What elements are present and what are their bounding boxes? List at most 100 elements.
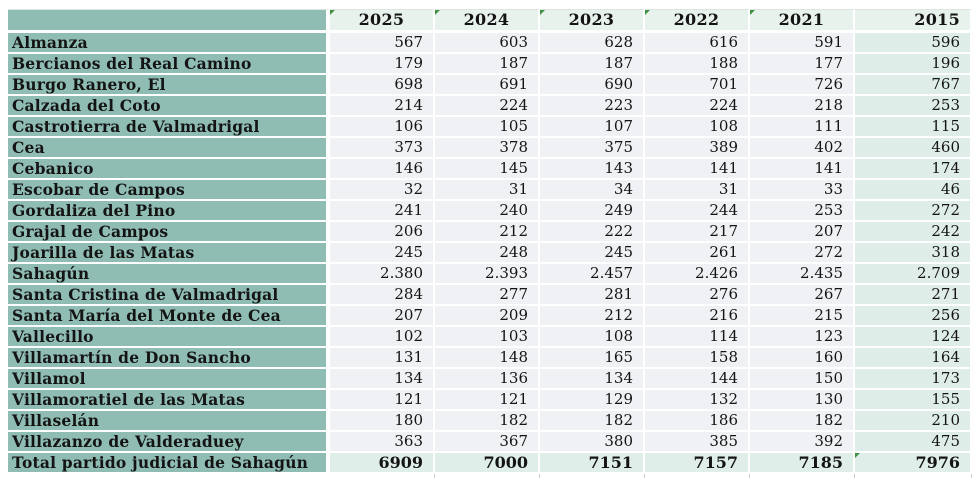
population-cell[interactable]: 134 (330, 369, 435, 390)
population-cell[interactable]: 726 (750, 75, 855, 96)
population-cell[interactable]: 591 (750, 33, 855, 54)
population-cell[interactable]: 277 (435, 285, 540, 306)
population-cell[interactable]: 767 (855, 75, 972, 96)
population-cell[interactable]: 108 (540, 327, 645, 348)
population-cell[interactable]: 378 (435, 138, 540, 159)
population-cell[interactable]: 284 (330, 285, 435, 306)
population-cell[interactable]: 165 (540, 348, 645, 369)
population-cell[interactable]: 224 (645, 96, 750, 117)
municipality-label[interactable]: Cea (8, 138, 330, 159)
municipality-label[interactable]: Villazanzo de Valderaduey (8, 432, 330, 453)
municipality-label[interactable]: Castrotierra de Valmadrigal (8, 117, 330, 138)
population-cell[interactable]: 691 (435, 75, 540, 96)
population-cell[interactable]: 145 (435, 159, 540, 180)
population-cell[interactable]: 224 (435, 96, 540, 117)
population-cell[interactable]: 31 (645, 180, 750, 201)
population-cell[interactable]: 32 (330, 180, 435, 201)
population-cell[interactable]: 215 (750, 306, 855, 327)
population-cell[interactable]: 132 (645, 390, 750, 411)
population-cell[interactable]: 46 (855, 180, 972, 201)
population-cell[interactable]: 261 (645, 243, 750, 264)
municipality-label[interactable]: Santa Cristina de Valmadrigal (8, 285, 330, 306)
year-header-2025[interactable]: 2025 (330, 9, 435, 33)
population-cell[interactable]: 207 (330, 306, 435, 327)
total-population-cell[interactable]: 7157 (645, 453, 750, 474)
population-cell[interactable]: 187 (435, 54, 540, 75)
population-cell[interactable]: 108 (645, 117, 750, 138)
total-row-label[interactable]: Total partido judicial de Sahagún (8, 453, 330, 474)
population-cell[interactable]: 33 (750, 180, 855, 201)
population-cell[interactable]: 2.435 (750, 264, 855, 285)
population-cell[interactable]: 2.709 (855, 264, 972, 285)
population-cell[interactable]: 107 (540, 117, 645, 138)
population-cell[interactable]: 616 (645, 33, 750, 54)
population-cell[interactable]: 188 (645, 54, 750, 75)
municipality-label[interactable]: Bercianos del Real Camino (8, 54, 330, 75)
population-cell[interactable]: 177 (750, 54, 855, 75)
population-cell[interactable]: 217 (645, 222, 750, 243)
population-cell[interactable]: 124 (855, 327, 972, 348)
population-cell[interactable]: 206 (330, 222, 435, 243)
population-cell[interactable]: 105 (435, 117, 540, 138)
population-cell[interactable]: 134 (540, 369, 645, 390)
population-cell[interactable]: 392 (750, 432, 855, 453)
municipality-label[interactable]: Sahagún (8, 264, 330, 285)
municipality-label[interactable]: Villamoratiel de las Matas (8, 390, 330, 411)
population-cell[interactable]: 253 (750, 201, 855, 222)
population-cell[interactable]: 222 (540, 222, 645, 243)
population-cell[interactable]: 242 (855, 222, 972, 243)
population-cell[interactable]: 31 (435, 180, 540, 201)
population-cell[interactable]: 182 (435, 411, 540, 432)
population-cell[interactable]: 121 (330, 390, 435, 411)
municipality-label[interactable]: Calzada del Coto (8, 96, 330, 117)
population-cell[interactable]: 2.457 (540, 264, 645, 285)
population-cell[interactable]: 143 (540, 159, 645, 180)
population-cell[interactable]: 111 (750, 117, 855, 138)
population-cell[interactable]: 209 (435, 306, 540, 327)
population-cell[interactable]: 240 (435, 201, 540, 222)
population-cell[interactable]: 179 (330, 54, 435, 75)
municipality-label[interactable]: Santa María del Monte de Cea (8, 306, 330, 327)
population-cell[interactable]: 603 (435, 33, 540, 54)
population-cell[interactable]: 141 (645, 159, 750, 180)
population-cell[interactable]: 272 (750, 243, 855, 264)
population-cell[interactable]: 281 (540, 285, 645, 306)
municipality-label[interactable]: Villamol (8, 369, 330, 390)
population-cell[interactable]: 141 (750, 159, 855, 180)
total-population-cell[interactable]: 6909 (330, 453, 435, 474)
corner-cell[interactable] (8, 9, 330, 33)
total-population-cell[interactable]: 7976 (855, 453, 972, 474)
year-header-2015[interactable]: 2015 (855, 9, 972, 33)
population-cell[interactable]: 210 (855, 411, 972, 432)
population-cell[interactable]: 318 (855, 243, 972, 264)
population-cell[interactable]: 223 (540, 96, 645, 117)
population-cell[interactable]: 115 (855, 117, 972, 138)
population-cell[interactable]: 144 (645, 369, 750, 390)
municipality-label[interactable]: Burgo Ranero, El (8, 75, 330, 96)
municipality-label[interactable]: Villaselán (8, 411, 330, 432)
population-cell[interactable]: 160 (750, 348, 855, 369)
population-cell[interactable]: 130 (750, 390, 855, 411)
population-cell[interactable]: 212 (435, 222, 540, 243)
municipality-label[interactable]: Grajal de Campos (8, 222, 330, 243)
population-cell[interactable]: 402 (750, 138, 855, 159)
population-cell[interactable]: 187 (540, 54, 645, 75)
population-cell[interactable]: 146 (330, 159, 435, 180)
population-cell[interactable]: 123 (750, 327, 855, 348)
population-cell[interactable]: 271 (855, 285, 972, 306)
population-cell[interactable]: 182 (540, 411, 645, 432)
population-cell[interactable]: 214 (330, 96, 435, 117)
population-cell[interactable]: 460 (855, 138, 972, 159)
population-cell[interactable]: 148 (435, 348, 540, 369)
total-population-cell[interactable]: 7151 (540, 453, 645, 474)
population-cell[interactable]: 701 (645, 75, 750, 96)
population-cell[interactable]: 363 (330, 432, 435, 453)
year-header-2024[interactable]: 2024 (435, 9, 540, 33)
population-cell[interactable]: 131 (330, 348, 435, 369)
population-cell[interactable]: 256 (855, 306, 972, 327)
population-cell[interactable]: 102 (330, 327, 435, 348)
population-cell[interactable]: 385 (645, 432, 750, 453)
population-cell[interactable]: 182 (750, 411, 855, 432)
municipality-label[interactable]: Escobar de Campos (8, 180, 330, 201)
population-cell[interactable]: 174 (855, 159, 972, 180)
